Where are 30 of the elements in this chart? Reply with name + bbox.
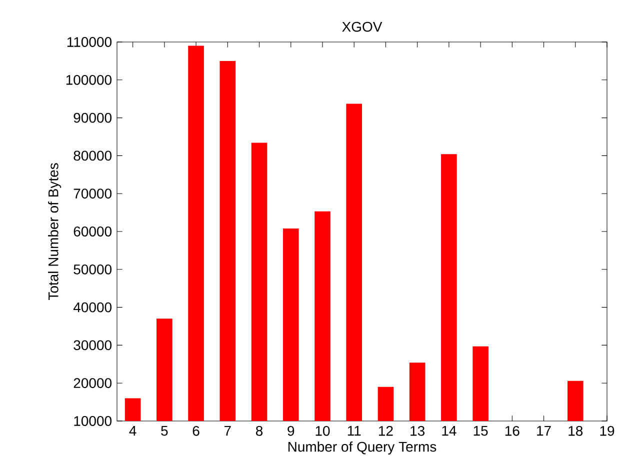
y-tick-label: 30000 — [74, 340, 112, 350]
x-tick-label: 9 — [288, 426, 294, 436]
x-tick-label: 19 — [600, 426, 614, 436]
y-tick-label: 40000 — [73, 302, 112, 312]
x-tick-label: 14 — [442, 426, 456, 436]
x-tick-label: 11 — [348, 426, 361, 436]
x-axis-title: Number of Query Terms — [288, 441, 436, 454]
x-tick-label: 17 — [537, 426, 551, 436]
x-tick-label: 8 — [256, 426, 263, 436]
x-tick-label: 12 — [378, 426, 393, 436]
y-tick-label: 50000 — [74, 264, 112, 274]
y-tick-label: 90000 — [74, 112, 112, 123]
x-tick-label: 5 — [161, 426, 168, 436]
y-axis-title: Total Number of Bytes — [48, 163, 62, 300]
chart-title: XGOV — [342, 22, 382, 32]
y-tick-label: 60000 — [74, 226, 112, 236]
x-tick-label: 16 — [505, 426, 520, 436]
x-tick-label: 6 — [192, 426, 200, 436]
y-tick-label: 70000 — [74, 188, 112, 199]
x-tick-label: 10 — [316, 426, 330, 436]
x-tick-label: 15 — [474, 426, 488, 436]
y-tick-label: 80000 — [74, 150, 112, 161]
y-tick-label: 100000 — [66, 74, 112, 85]
x-tick-label: 4 — [129, 426, 136, 436]
y-tick-label: 20000 — [74, 378, 112, 388]
x-tick-label: 18 — [568, 426, 583, 436]
y-tick-label: 10000 — [74, 416, 112, 426]
y-tick-label: 110000 — [67, 37, 112, 47]
x-tick-label: 13 — [410, 426, 424, 436]
x-tick-label: 7 — [224, 426, 231, 436]
